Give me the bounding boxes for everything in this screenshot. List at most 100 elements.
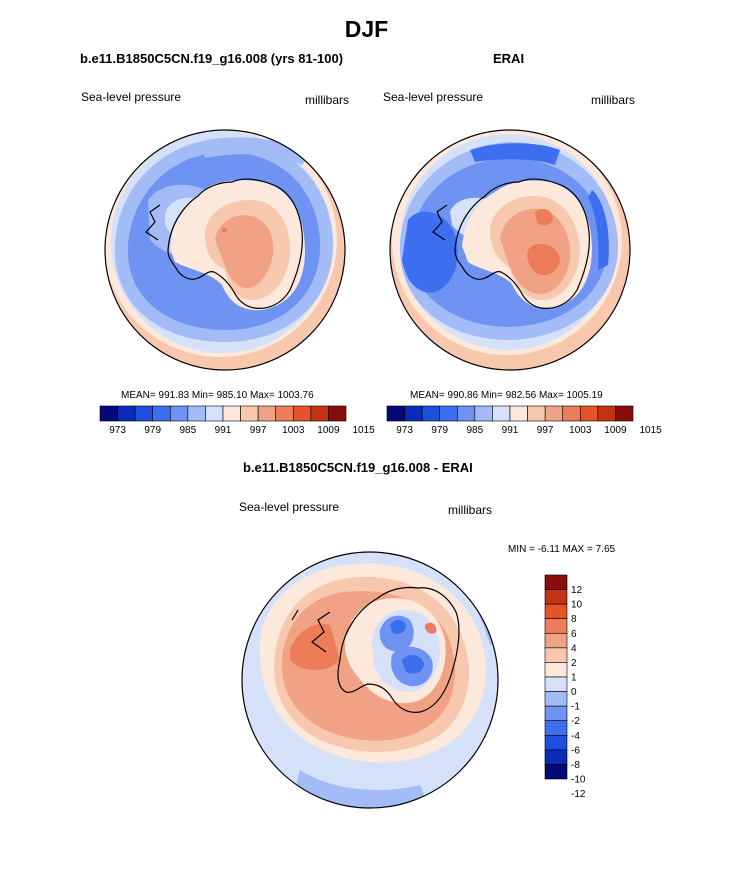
panel1-title: b.e11.B1850C5CN.f19_g16.008 (yrs 81-100)	[80, 51, 344, 66]
panel1-units-label: millibars	[305, 93, 350, 107]
p1-antarctica-coastline	[145, 178, 303, 309]
cb1-tick-label: 1009	[317, 425, 340, 436]
cb1-swatch	[134, 405, 154, 422]
cb2-tick-label: 1003	[569, 425, 592, 436]
cb2-tick-label: 991	[502, 425, 519, 436]
cb1-tick-label: 1003	[282, 425, 305, 436]
panel1-stats: MEAN= 991.83 Min= 985.10 Max= 1003.76	[121, 390, 314, 401]
cb2-swatch	[544, 405, 564, 422]
cb1-tick-label: 1015	[352, 425, 375, 436]
cb3-swatch	[544, 603, 568, 620]
cb1-tick-label: 991	[215, 425, 232, 436]
cb3-swatch	[544, 676, 568, 692]
cb1-swatch	[99, 405, 118, 422]
cb2-tick-label: 985	[467, 425, 484, 436]
cb3-tick-label: -4	[571, 731, 580, 742]
cb3-tick-label: 10	[571, 600, 583, 611]
cb3-tick-label: -6	[571, 745, 580, 756]
p3-map-boundary	[241, 551, 499, 809]
cb3-swatch	[544, 662, 568, 678]
p1-fill-max	[222, 228, 227, 232]
cb3-tick-label: 12	[571, 585, 583, 596]
cb2-tick-label: 1015	[639, 425, 662, 436]
panel1-colorbar: 973 979 985 991 997 1003 1009 1015	[99, 405, 375, 436]
cb3-swatch	[544, 574, 568, 590]
p3-antarctica-coastline	[291, 586, 460, 713]
cb3-swatch	[544, 632, 568, 649]
cb3-swatch	[544, 647, 568, 663]
p2-map-boundary	[389, 129, 631, 371]
cb1-swatch	[222, 405, 241, 422]
cb3-swatch	[544, 720, 568, 736]
cb1-swatch	[152, 405, 171, 422]
panel2-title: ERAI	[493, 51, 525, 66]
cb2-swatch	[597, 405, 616, 422]
cb1-tick-label: 997	[250, 425, 267, 436]
cb3-swatch	[544, 691, 568, 707]
cb3-tick-label: 0	[571, 687, 577, 698]
cb1-swatch	[117, 405, 136, 422]
cb3-tick-label: 1	[571, 673, 577, 684]
cb2-swatch	[579, 405, 599, 422]
cb2-swatch	[421, 405, 441, 422]
cb1-swatch	[240, 405, 259, 422]
cb2-swatch	[474, 405, 493, 422]
cb2-swatch	[615, 405, 634, 422]
cb3-tick-label: -10	[571, 775, 586, 786]
cb3-tick-label: -8	[571, 760, 580, 771]
cb2-swatch	[527, 405, 546, 422]
p3-fill-peninsula-max	[290, 624, 340, 671]
cb3-swatch	[544, 749, 568, 765]
cb2-swatch	[386, 405, 405, 422]
panel2-units-label: millibars	[591, 93, 636, 107]
cb1-swatch	[187, 405, 206, 422]
p1-map-boundary	[104, 129, 346, 371]
cb1-swatch	[328, 405, 347, 422]
panel2-variable-label: Sea-level pressure	[383, 90, 484, 104]
panel1-variable-label: Sea-level pressure	[81, 90, 182, 104]
cb2-swatch	[456, 405, 476, 422]
cb1-swatch	[169, 405, 189, 422]
panel2-stats: MEAN= 990.86 Min= 982.56 Max= 1005.19	[410, 390, 603, 401]
cb1-swatch	[205, 405, 224, 422]
p2-fill-north-low	[470, 143, 560, 165]
p3-fill-interior-min	[390, 619, 424, 674]
cb2-swatch	[404, 405, 423, 422]
cb3-tick-label: 2	[571, 658, 577, 669]
cb2-tick-label: 973	[396, 425, 413, 436]
cb1-swatch	[275, 405, 294, 422]
p2-fill-east-low	[588, 190, 609, 270]
cb2-tick-label: 979	[431, 425, 448, 436]
panel3-units-label: millibars	[448, 503, 493, 517]
panel1-map	[104, 129, 346, 371]
cb1-tick-label: 973	[109, 425, 126, 436]
cb1-tick-label: 979	[144, 425, 161, 436]
cb3-tick-label: 8	[571, 614, 577, 625]
cb3-tick-label: -12	[571, 789, 586, 800]
cb1-swatch	[310, 405, 329, 422]
cb2-swatch	[492, 405, 511, 422]
p2-antarctica-coastline	[432, 178, 590, 309]
cb2-tick-label: 997	[537, 425, 554, 436]
cb1-tick-label: 985	[180, 425, 197, 436]
panel3-stats: MIN = -6.11 MAX = 7.65	[508, 544, 616, 555]
cb2-swatch	[439, 405, 458, 422]
p3-fill-interior-pos	[424, 622, 437, 634]
panel3-map	[241, 551, 499, 809]
cb3-tick-label: 6	[571, 629, 577, 640]
cb3-swatch	[544, 618, 568, 634]
cb3-swatch	[544, 764, 568, 780]
cb1-swatch	[292, 405, 312, 422]
p1-fill-high	[215, 215, 274, 289]
p2-fill-max	[527, 208, 560, 276]
panel3-title: b.e11.B1850C5CN.f19_g16.008 - ERAI	[243, 460, 473, 475]
panel2-map	[389, 129, 631, 371]
figure-title: DJF	[344, 16, 389, 42]
cb3-swatch	[544, 734, 568, 751]
cb3-tick-label: 4	[571, 643, 577, 654]
panel3-variable-label: Sea-level pressure	[239, 500, 340, 514]
cb3-tick-label: -2	[571, 716, 580, 727]
cb2-tick-label: 1009	[604, 425, 627, 436]
